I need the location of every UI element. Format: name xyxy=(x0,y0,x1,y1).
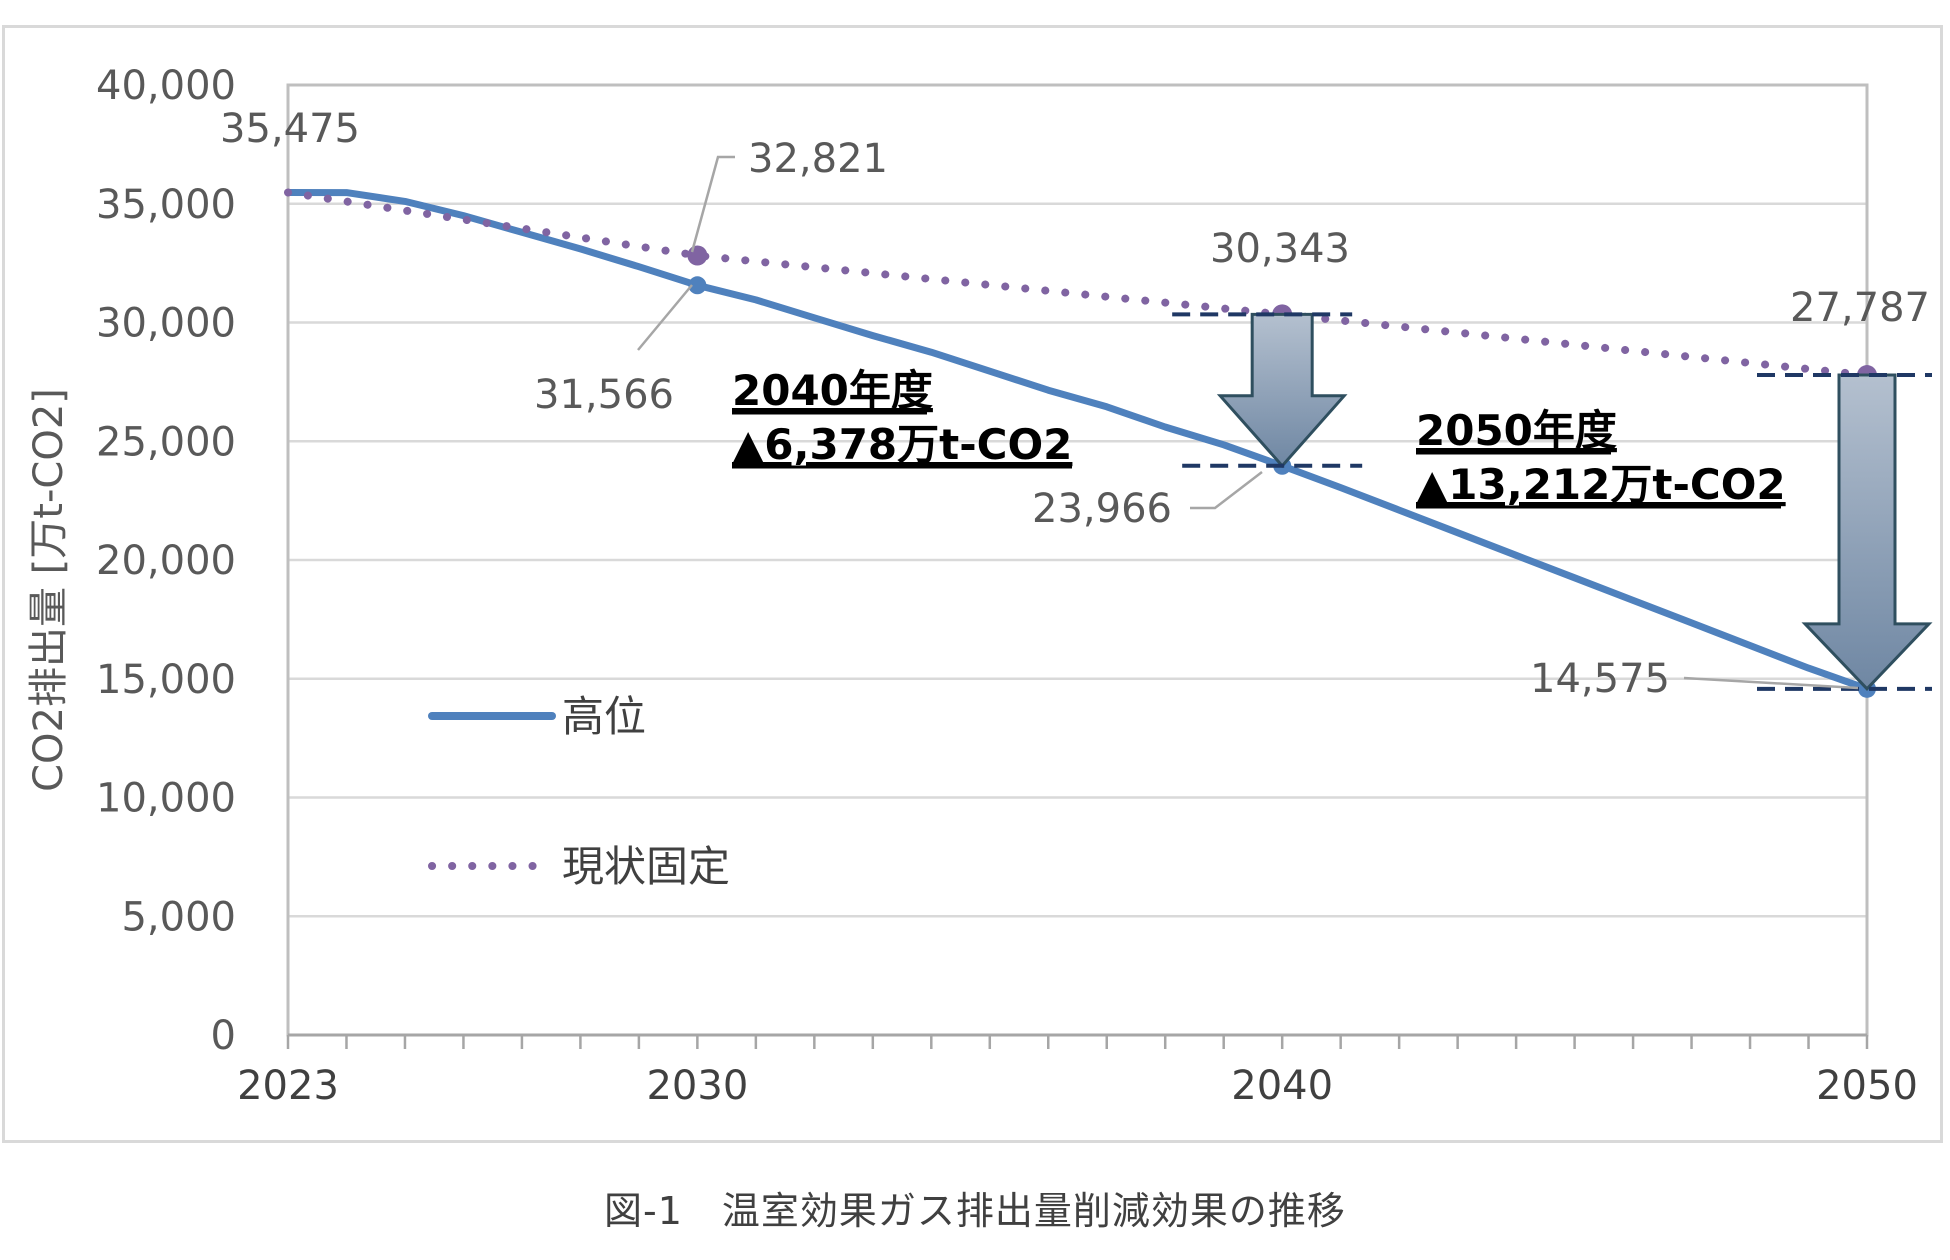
reduction-annotations: 2040年度 ▲6,378万t-CO2 2050年度 ▲13,212万t-CO2 xyxy=(732,312,1933,692)
y-tick-label: 30,000 xyxy=(96,301,236,347)
leader-line xyxy=(1190,471,1263,510)
y-tick-label: 35,000 xyxy=(96,182,236,228)
y-tick-label: 20,000 xyxy=(96,538,236,584)
x-tick-label: 2050 xyxy=(1816,1063,1918,1109)
reduction-arrow xyxy=(1801,373,1933,692)
data-labels: 35,475 32,821 31,566 30,343 23,966 27,787 14,5… xyxy=(220,106,1930,702)
y-tick-label: 15,000 xyxy=(96,657,236,703)
legend-label: 高位 xyxy=(562,692,646,741)
gridlines xyxy=(288,202,1867,918)
x-tick-label: 2040 xyxy=(1231,1063,1333,1109)
annotation-year: 2040年度 xyxy=(732,366,933,415)
y-tick-label: 0 xyxy=(211,1013,236,1059)
data-label: 31,566 xyxy=(534,372,674,418)
data-label: 30,343 xyxy=(1210,226,1350,272)
y-axis-ticks: 0 5,000 10,000 15,000 20,000 25,000 30,000 35,0… xyxy=(96,63,236,1059)
figure-caption: 図-1 温室効果ガス排出量削減効果の推移 xyxy=(604,1189,1346,1233)
x-tick-label: 2030 xyxy=(646,1063,748,1109)
series-line-high xyxy=(284,189,1871,693)
data-label: 27,787 xyxy=(1790,285,1930,331)
series-lines xyxy=(284,188,1877,698)
x-tick-label: 2023 xyxy=(237,1063,339,1109)
y-tick-label: 25,000 xyxy=(96,419,236,465)
series-line-baseline xyxy=(284,188,1871,380)
y-tick-label: 5,000 xyxy=(121,894,236,940)
data-label: 32,821 xyxy=(748,136,888,182)
leader-line xyxy=(690,155,735,253)
annotation-year: 2050年度 xyxy=(1416,406,1617,455)
chart-frame xyxy=(2,25,1943,1143)
legend-label: 現状固定 xyxy=(562,842,730,891)
data-label: 35,475 xyxy=(220,106,360,152)
point-baseline xyxy=(687,245,708,266)
point-high xyxy=(688,276,707,295)
annotation-reduction: ▲13,212万t-CO2 xyxy=(1416,460,1786,509)
annotation-reduction: ▲6,378万t-CO2 xyxy=(732,420,1072,469)
data-label: 23,966 xyxy=(1032,486,1172,532)
y-axis-label: CO2排出量 [万t-CO2] xyxy=(26,388,72,792)
y-tick-label: 10,000 xyxy=(96,776,236,822)
leader-line xyxy=(1683,676,1859,690)
data-label: 14,575 xyxy=(1530,656,1670,702)
emissions-chart: 0 5,000 10,000 15,000 20,000 25,000 30,000 35,0… xyxy=(26,63,1933,1109)
reduction-arrow xyxy=(1216,312,1348,469)
x-axis xyxy=(286,1033,1869,1049)
y-tick-label: 40,000 xyxy=(96,63,236,109)
x-axis-ticks: 2023 2030 2040 2050 xyxy=(237,1063,1918,1109)
leader-line xyxy=(637,284,693,351)
